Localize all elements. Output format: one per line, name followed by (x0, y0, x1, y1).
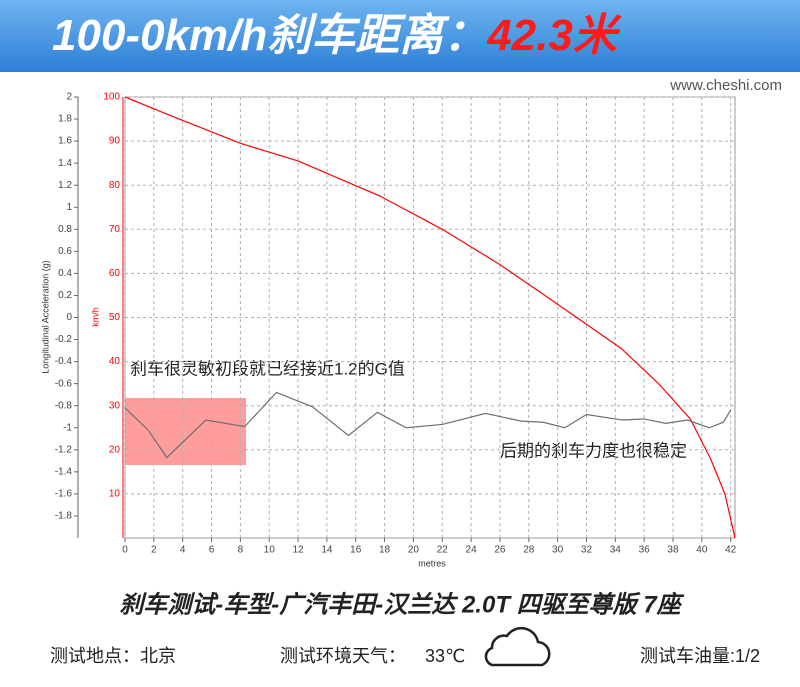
y-tick-label: 2 (66, 92, 72, 103)
y2-tick-label: 100 (103, 92, 120, 103)
x-tick-label: 18 (379, 545, 391, 556)
y-tick-label: -1.4 (55, 466, 73, 477)
x-tick-label: 30 (552, 545, 564, 556)
y-tick-label: -0.2 (55, 334, 73, 345)
x-tick-label: 24 (466, 545, 478, 556)
title-text: 100-0km/h刹车距离： (52, 11, 487, 60)
footer-temperature: 33℃ (425, 646, 465, 666)
highlight-box (125, 398, 246, 465)
y2-tick-label: 10 (109, 489, 121, 500)
footer-location: 测试地点：北京 (50, 646, 176, 666)
y-tick-label: 1.6 (58, 136, 72, 147)
header-title: 100-0km/h刹车距离：42.3米 (52, 11, 622, 60)
y-axis-label: Longitudinal Acceleration (g) (40, 260, 50, 374)
y2-tick-label: 70 (109, 224, 121, 235)
x-tick-label: 28 (523, 545, 535, 556)
chart: 刹车很灵敏初段就已经接近1.2的G值 后期的刹车力度也很稳定 metres Lo… (40, 92, 736, 569)
footer-model: 刹车测试-车型-广汽丰田-汉兰达 2.0T 四驱至尊版 7座 (119, 591, 684, 618)
x-tick-label: 2 (151, 545, 157, 556)
x-tick-label: 16 (350, 545, 362, 556)
footer-weather: 测试环境天气： (280, 646, 406, 666)
y2-tick-label: 90 (109, 136, 121, 147)
annotation: 刹车很灵敏初段就已经接近1.2的G值 (130, 359, 405, 378)
y-tick-label: -1.6 (55, 489, 73, 500)
y-tick-label: -1.8 (55, 511, 73, 522)
x-tick-label: 6 (209, 545, 215, 556)
x-tick-label: 36 (639, 545, 651, 556)
y2-tick-label: 60 (109, 268, 121, 279)
y-tick-label: -0.8 (55, 400, 73, 411)
x-tick-label: 40 (696, 545, 708, 556)
x-tick-label: 4 (180, 545, 186, 556)
y2-tick-label: 40 (109, 356, 121, 367)
x-tick-label: 42 (725, 545, 737, 556)
x-tick-label: 12 (292, 545, 304, 556)
y-tick-label: 0.8 (58, 224, 72, 235)
x-tick-label: 8 (238, 545, 244, 556)
y-tick-label: -1.2 (55, 444, 73, 455)
title-highlight: 42.3米 (486, 11, 622, 60)
header-band (0, 0, 800, 72)
annotation: 后期的刹车力度也很稳定 (500, 441, 687, 460)
x-axis-label: metres (418, 558, 446, 568)
y-tick-label: 0.2 (58, 290, 72, 301)
x-tick-label: 10 (264, 545, 276, 556)
y-tick-label: 0.4 (58, 268, 72, 279)
y-tick-label: -0.6 (55, 378, 73, 389)
cloud-icon (484, 626, 551, 667)
x-tick-label: 20 (408, 545, 420, 556)
x-tick-label: 0 (122, 545, 128, 556)
y2-tick-label: 80 (109, 180, 121, 191)
footer-fuel: 测试车油量:1/2 (640, 646, 760, 666)
y-tick-label: 1.8 (58, 114, 72, 125)
y-tick-label: 0 (66, 312, 72, 323)
x-tick-label: 26 (494, 545, 506, 556)
y-tick-label: 1.2 (58, 180, 72, 191)
data-line (124, 96, 736, 539)
y2-tick-label: 20 (109, 444, 121, 455)
x-tick-label: 38 (667, 545, 679, 556)
x-tick-label: 22 (437, 545, 449, 556)
x-tick-label: 32 (581, 545, 593, 556)
y-tick-label: -1 (63, 422, 72, 433)
y2-tick-label: 50 (109, 312, 121, 323)
y-tick-label: -0.4 (55, 356, 73, 367)
y-tick-label: 1 (66, 202, 72, 213)
data-line (124, 391, 732, 459)
x-tick-label: 34 (610, 545, 622, 556)
watermark: www.cheshi.com (669, 77, 782, 94)
y2-tick-label: 30 (109, 400, 121, 411)
y2-axis-label: km/h (90, 307, 100, 327)
x-tick-label: 14 (321, 545, 333, 556)
y-tick-label: 1.4 (58, 158, 72, 169)
y-tick-label: 0.6 (58, 246, 72, 257)
